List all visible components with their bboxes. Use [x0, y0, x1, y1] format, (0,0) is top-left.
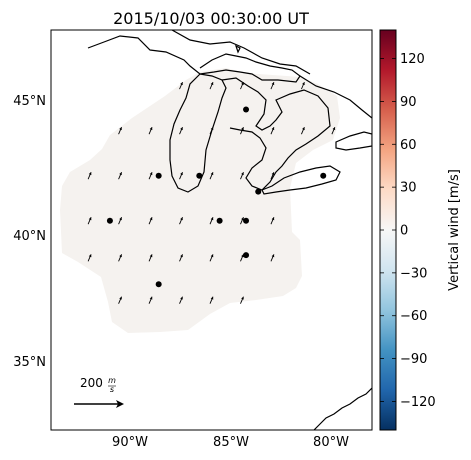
- colorbar-tick-label: 120: [400, 52, 425, 67]
- wind-vectors: [87, 81, 336, 304]
- lon-label-90: 90°W: [112, 435, 148, 450]
- lat-label-40: 40°N: [13, 229, 46, 244]
- wind-vector: [270, 81, 275, 90]
- site-markers: [106, 106, 327, 288]
- map-title: 2015/10/03 00:30:00 UT: [113, 9, 309, 28]
- scale-arrow-unit-den: s: [110, 385, 114, 394]
- wind-vector: [331, 126, 336, 135]
- colorbar-tick-label: −120: [400, 395, 436, 410]
- latitude-labels: 45°N 40°N 35°N: [13, 94, 46, 370]
- wind-vector: [179, 81, 183, 90]
- wind-vector: [209, 254, 214, 262]
- lat-label-35: 35°N: [13, 355, 46, 370]
- wind-vector: [179, 172, 183, 180]
- wind-vector: [240, 172, 244, 180]
- wind-vector: [118, 254, 122, 262]
- site-marker: [155, 281, 162, 288]
- wind-vector: [270, 172, 275, 180]
- wind-vector: [148, 217, 153, 225]
- site-marker: [155, 172, 162, 179]
- wind-vector: [118, 296, 122, 304]
- wind-vector: [209, 217, 214, 225]
- site-marker: [320, 172, 327, 179]
- wind-vector: [270, 126, 275, 135]
- wind-vector: [179, 126, 183, 135]
- colorbar-ticks: 120 90 60 30 0 −30 −60 −90 −120: [380, 52, 436, 410]
- wind-vector: [270, 217, 275, 225]
- wind-vector: [209, 172, 214, 180]
- scale-arrow: 200 m s: [74, 376, 124, 408]
- wind-vector: [148, 172, 153, 180]
- wind-vector: [209, 126, 214, 135]
- lake-ontario-shore: [335, 131, 372, 151]
- lat-label-45: 45°N: [13, 94, 46, 109]
- wind-vector: [270, 254, 275, 262]
- island-north: [234, 44, 241, 54]
- wind-vector: [118, 217, 122, 225]
- site-marker: [243, 106, 250, 113]
- wind-vector: [240, 217, 244, 225]
- wind-vector: [209, 81, 214, 90]
- wind-vector: [179, 217, 183, 225]
- wind-vector: [87, 217, 92, 225]
- lake-michigan-shore: [169, 73, 227, 193]
- wind-vector: [87, 172, 92, 180]
- lon-label-85: 85°W: [213, 435, 249, 450]
- colorbar-tick-label: −60: [400, 309, 427, 324]
- colorbar-tick-label: 30: [400, 181, 417, 196]
- colorbar-label: Vertical wind [m/s]: [447, 169, 462, 291]
- site-marker: [216, 217, 223, 224]
- colorbar-tick-label: 90: [400, 95, 417, 110]
- wind-vector: [179, 254, 183, 262]
- lon-label-80: 80°W: [313, 435, 349, 450]
- wind-vector: [240, 296, 244, 304]
- wind-vector: [148, 254, 153, 262]
- coastlines: [87, 30, 372, 430]
- ontario-shore: [299, 75, 372, 119]
- wind-vector: [209, 296, 214, 304]
- map-frame: [50, 29, 373, 431]
- colorbar-tick-label: 0: [400, 224, 408, 239]
- lake-erie-shore: [261, 165, 341, 195]
- wind-vector: [240, 81, 244, 90]
- site-marker: [196, 172, 203, 179]
- longitude-labels: 90°W 85°W 80°W: [112, 435, 349, 450]
- lake-superior-shore: [87, 35, 301, 83]
- colorbar-tick-label: −90: [400, 352, 427, 367]
- wind-field-coverage: [60, 68, 340, 333]
- map-plot-area: 200 m s: [51, 30, 372, 430]
- lake-huron-shore: [221, 77, 331, 191]
- colorbar-tick-label: 60: [400, 138, 417, 153]
- wind-vector: [118, 126, 122, 135]
- site-marker: [106, 217, 113, 224]
- site-marker: [243, 252, 250, 259]
- scale-arrow-unit-num: m: [108, 376, 116, 385]
- lake-superior-north-shore: [171, 30, 311, 75]
- colorbar-tick-label: −30: [400, 266, 427, 281]
- wind-vector: [301, 126, 305, 135]
- wind-vector: [179, 296, 183, 304]
- wind-vector: [301, 81, 305, 90]
- atlantic-coast: [313, 387, 372, 430]
- scale-arrow-value: 200: [80, 376, 103, 390]
- site-marker: [255, 188, 262, 195]
- wind-vector: [148, 126, 153, 135]
- wind-vector: [87, 254, 92, 262]
- colorbar: 120 90 60 30 0 −30 −60 −90 −120 Vertical wind [m…: [379, 29, 462, 431]
- wind-vector: [240, 126, 244, 135]
- wind-vector: [118, 172, 122, 180]
- wind-vector: [148, 296, 153, 304]
- site-marker: [243, 217, 250, 224]
